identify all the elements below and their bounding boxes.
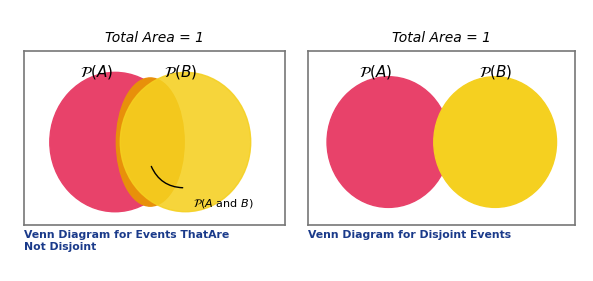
- Ellipse shape: [120, 72, 251, 212]
- Ellipse shape: [116, 78, 184, 206]
- Text: $\mathcal{P}(B)$: $\mathcal{P}(B)$: [164, 63, 197, 81]
- Text: Venn Diagram for Disjoint Events: Venn Diagram for Disjoint Events: [308, 230, 512, 241]
- Ellipse shape: [50, 72, 180, 212]
- Text: Total Area = 1: Total Area = 1: [105, 31, 203, 45]
- Text: $\mathcal{P}(B)$: $\mathcal{P}(B)$: [479, 63, 512, 81]
- Text: $\mathcal{P}(A)$: $\mathcal{P}(A)$: [80, 63, 113, 81]
- Ellipse shape: [434, 77, 557, 207]
- Text: $\mathcal{P}(A\ \mathrm{and}\ B)$: $\mathcal{P}(A\ \mathrm{and}\ B)$: [193, 196, 254, 210]
- Text: Total Area = 1: Total Area = 1: [393, 31, 491, 45]
- Text: Venn Diagram for Events ThatAre
Not Disjoint: Venn Diagram for Events ThatAre Not Disj…: [24, 230, 229, 252]
- Text: $\mathcal{P}(A)$: $\mathcal{P}(A)$: [359, 63, 391, 81]
- Ellipse shape: [327, 77, 450, 207]
